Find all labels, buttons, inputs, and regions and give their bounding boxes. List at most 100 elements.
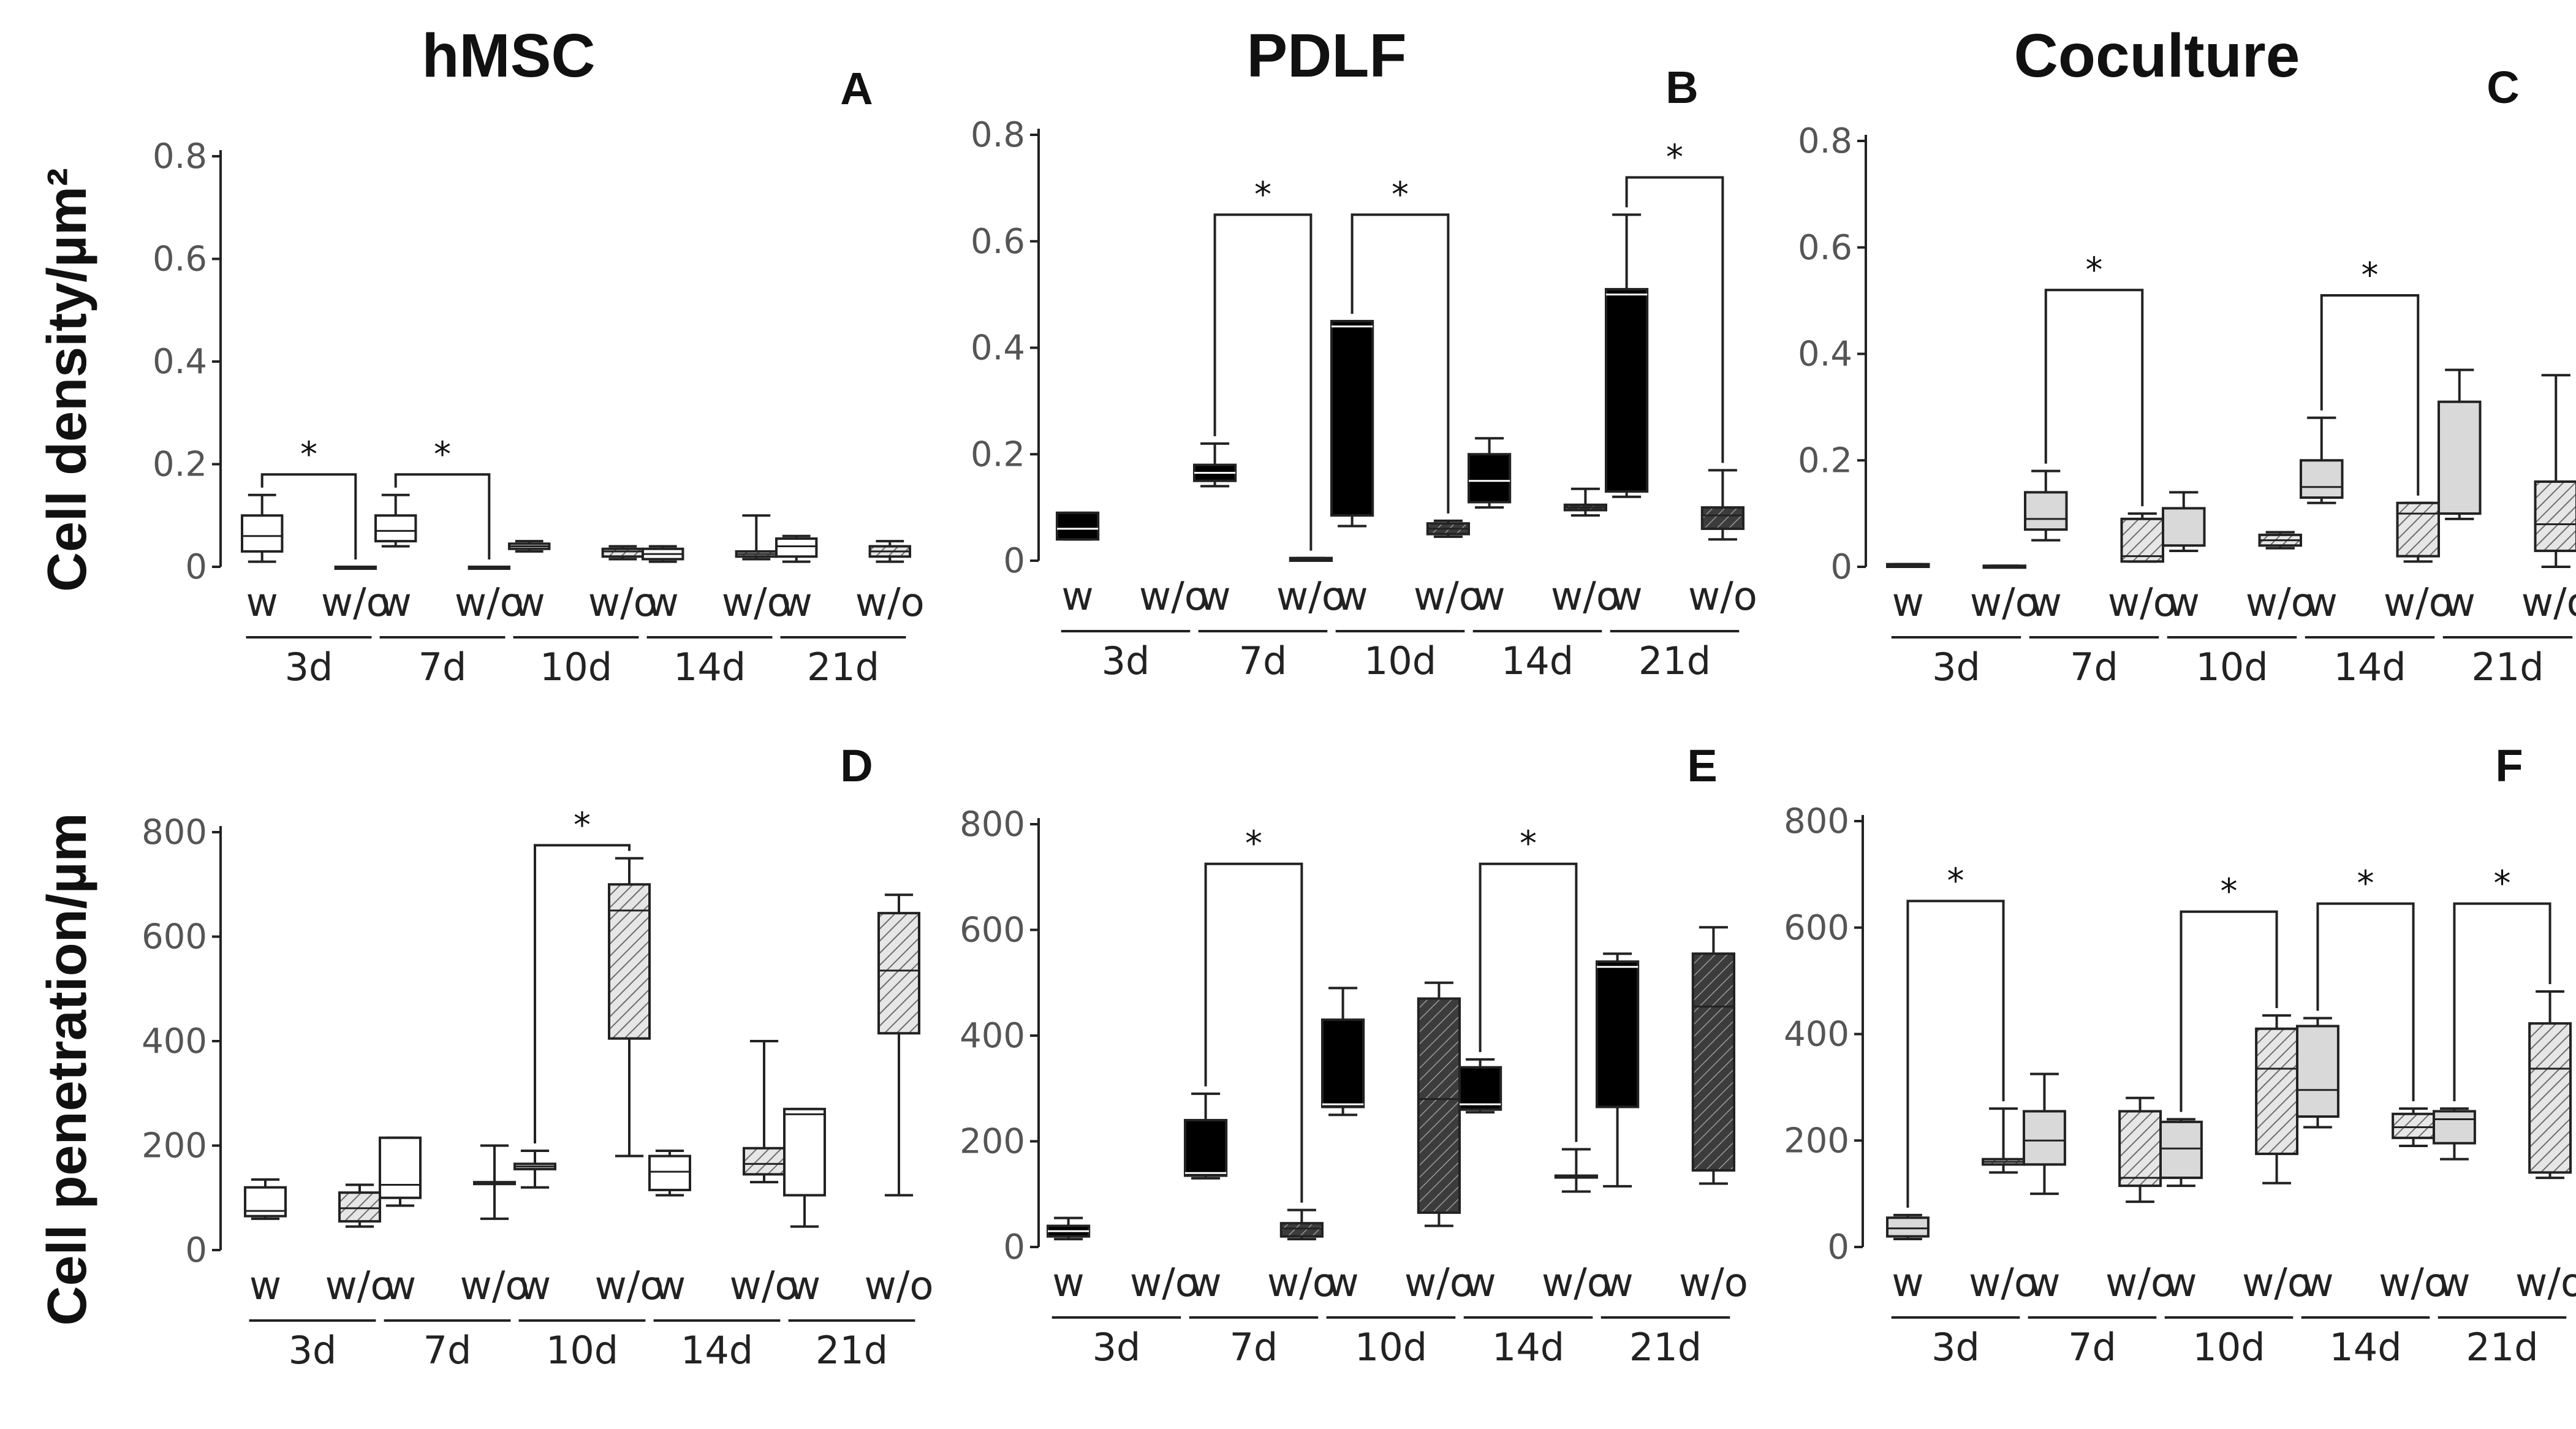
box-body [2534,480,2576,552]
category-label-wo: w/o [2384,580,2453,626]
category-label-wo: w/o [2246,580,2315,626]
group-label-21d: 21d [816,1328,888,1373]
y-tick-label: 0 [1830,547,1852,587]
category-label-w: w [1061,574,1093,620]
category-label-w: w [384,1264,416,1309]
y-tick-label: 800 [1784,802,1849,841]
group-label-10d: 10d [546,1328,618,1373]
ylabel-cell-penetration: Cell penetration/µm [37,813,98,1326]
significance-star: * [1666,138,1683,178]
category-label-wo: w/o [1970,580,2039,626]
box-14d-w [1468,437,1512,509]
category-label-wo: w/o [2515,1260,2576,1306]
box-10d-wo [1426,519,1471,538]
significance-bracket [260,473,357,559]
significance-bracket [1625,176,1724,463]
box-body [1886,1216,1930,1238]
box-body [1321,1018,1365,1109]
significance-star: * [1392,175,1409,214]
significance-bracket [394,473,491,559]
box-10d-w [1321,987,1365,1116]
box-body [2528,1022,2572,1174]
significance-21d: * [2453,864,2551,1102]
box-3d-wo [1982,1107,2026,1174]
significance-star: * [300,434,317,474]
significance-star: * [1520,824,1537,864]
category-label-w: w [1199,574,1230,620]
category-label-wo: w/o [1688,574,1757,620]
category-label-wo: w/o [1969,1260,2038,1306]
significance-star: * [2221,872,2238,912]
group-label-21d: 21d [2471,645,2544,689]
box-7d-w [1184,1092,1228,1180]
box-14d-wo [1554,1148,1599,1193]
y-tick-label: 0 [1827,1227,1849,1267]
significance-7d: * [1213,175,1313,551]
category-label-w: w [2301,1260,2333,1306]
box-10d-wo [601,545,644,561]
box-3d-wo [334,566,377,570]
column-title-hmsc: hMSC [422,21,595,90]
category-label-w: w [789,1264,820,1309]
panel-label-e: E [1687,740,1717,791]
group-label-10d: 10d [540,645,612,689]
category-label-wo: w/o [855,580,925,626]
significance-star: * [2086,250,2103,290]
y-tick-label: 0.2 [153,445,207,485]
box-body [2300,459,2344,499]
column-title-pdlf: PDLF [1246,21,1406,90]
group-label-10d: 10d [2195,645,2268,689]
box-body [2162,507,2206,547]
y-tick-label: 0 [185,547,207,587]
group-label-7d: 7d [419,645,467,689]
group-label-21d: 21d [1629,1325,1702,1370]
box-14d-w [2300,416,2344,504]
category-label-wo: w/o [1139,574,1208,620]
box-body [775,537,818,558]
group-label-7d: 7d [2070,645,2118,689]
y-tick-label: 0.4 [153,342,207,382]
group-label-10d: 10d [1364,639,1436,683]
category-label-w: w [1473,574,1505,620]
significance-14d: * [2316,864,2415,1102]
category-label-w: w [2438,1260,2470,1306]
group-label-3d: 3d [1102,639,1150,683]
box-21d-w [1605,213,1649,498]
box-body [241,514,284,553]
category-label-wo: w/o [2242,1260,2311,1306]
y-tick-label: 0 [185,1230,207,1270]
significance-bracket [1906,900,2005,1208]
category-label-wo: w/o [2108,580,2177,626]
box-3d-wo [1982,564,2026,569]
category-label-wo: w/o [722,580,791,626]
significance-14d: * [1479,824,1578,1142]
category-label-wo: w/o [321,580,390,626]
box-body [2296,1025,2339,1118]
box-21d-wo [877,893,920,1197]
box-3d-w [1047,1216,1091,1241]
category-label-w: w [1189,1260,1221,1306]
category-label-wo: w/o [864,1264,933,1309]
box-14d-wo [2392,1107,2436,1147]
category-label-wo: w/o [1130,1260,1199,1306]
box-10d-wo [608,857,651,1158]
box-21d-w [783,1107,826,1228]
box-21d-w [1596,952,1640,1188]
y-tick-label: 0 [1003,541,1025,581]
group-label-3d: 3d [1931,1325,1980,1370]
group-label-21d: 21d [2466,1325,2538,1370]
box-10d-w [2159,1118,2203,1188]
significance-bracket [1213,213,1313,551]
y-tick-label: 0 [1003,1227,1025,1267]
box-21d-w [775,534,818,563]
group-label-7d: 7d [2068,1325,2116,1370]
box-3d-wo [338,1183,381,1228]
box-body [783,1107,826,1197]
y-tick-label: 0.6 [153,240,207,279]
group-label-10d: 10d [2192,1325,2265,1370]
group-label-7d: 7d [423,1328,472,1373]
